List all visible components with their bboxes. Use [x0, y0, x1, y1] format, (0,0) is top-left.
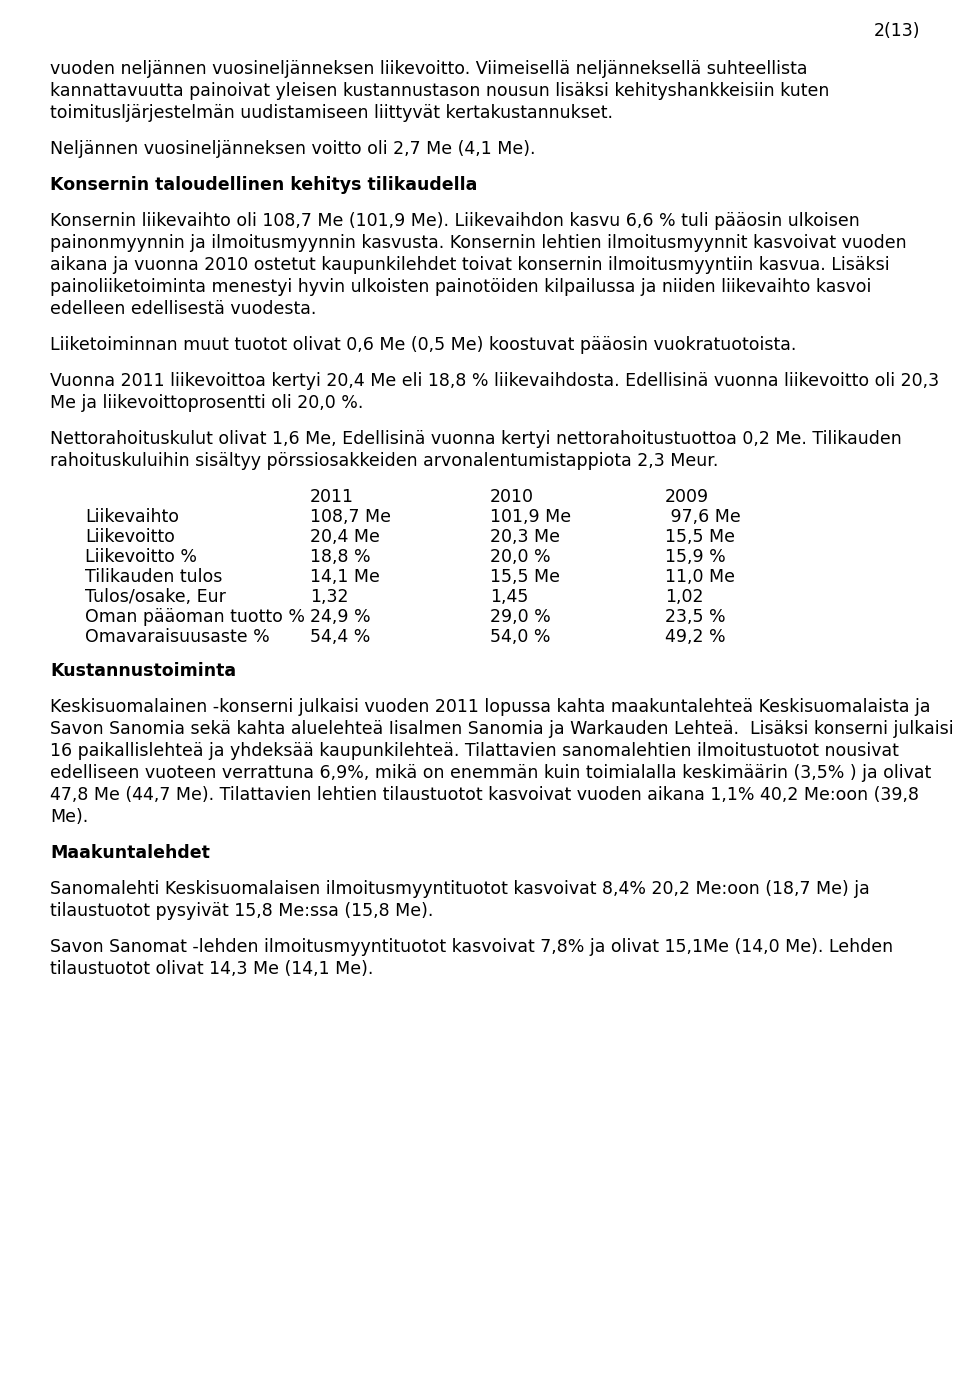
Text: 1,45: 1,45: [490, 588, 528, 606]
Text: Omavaraisuusaste %: Omavaraisuusaste %: [85, 628, 270, 646]
Text: Liikevoitto: Liikevoitto: [85, 527, 175, 547]
Text: 15,9 %: 15,9 %: [665, 548, 726, 566]
Text: 54,0 %: 54,0 %: [490, 628, 550, 646]
Text: painonmyynnin ja ilmoitusmyynnin kasvusta. Konsernin lehtien ilmoitusmyynnit kas: painonmyynnin ja ilmoitusmyynnin kasvust…: [50, 234, 906, 252]
Text: Savon Sanomat -lehden ilmoitusmyyntituotot kasvoivat 7,8% ja olivat 15,1Me (14,0: Savon Sanomat -lehden ilmoitusmyyntituot…: [50, 938, 893, 956]
Text: Liikevoitto %: Liikevoitto %: [85, 548, 197, 566]
Text: vuoden neljännen vuosineljänneksen liikevoitto. Viimeisellä neljänneksellä suhte: vuoden neljännen vuosineljänneksen liike…: [50, 61, 807, 78]
Text: 11,0 Me: 11,0 Me: [665, 567, 735, 587]
Text: Liikevaihto: Liikevaihto: [85, 508, 179, 526]
Text: Nettorahoituskulut olivat 1,6 Me, Edellisinä vuonna kertyi nettorahoitustuottoa : Nettorahoituskulut olivat 1,6 Me, Edelli…: [50, 430, 901, 448]
Text: 97,6 Me: 97,6 Me: [665, 508, 741, 526]
Text: Me).: Me).: [50, 808, 88, 826]
Text: Tilikauden tulos: Tilikauden tulos: [85, 567, 223, 587]
Text: 2011: 2011: [310, 487, 354, 505]
Text: 54,4 %: 54,4 %: [310, 628, 371, 646]
Text: 15,5 Me: 15,5 Me: [665, 527, 735, 547]
Text: 23,5 %: 23,5 %: [665, 609, 726, 627]
Text: Sanomalehti Keskisuomalaisen ilmoitusmyyntituotot kasvoivat 8,4% 20,2 Me:oon (18: Sanomalehti Keskisuomalaisen ilmoitusmyy…: [50, 880, 870, 898]
Text: tilaustuotot pysyivät 15,8 Me:ssa (15,8 Me).: tilaustuotot pysyivät 15,8 Me:ssa (15,8 …: [50, 902, 433, 920]
Text: 101,9 Me: 101,9 Me: [490, 508, 571, 526]
Text: painoliiketoiminta menestyi hyvin ulkoisten painotöiden kilpailussa ja niiden li: painoliiketoiminta menestyi hyvin ulkois…: [50, 278, 872, 296]
Text: edelleen edellisestä vuodesta.: edelleen edellisestä vuodesta.: [50, 300, 317, 318]
Text: 2009: 2009: [665, 487, 709, 505]
Text: Me ja liikevoittoprosentti oli 20,0 %.: Me ja liikevoittoprosentti oli 20,0 %.: [50, 394, 364, 412]
Text: 20,4 Me: 20,4 Me: [310, 527, 380, 547]
Text: edelliseen vuoteen verrattuna 6,9%, mikä on enemmän kuin toimialalla keskimäärin: edelliseen vuoteen verrattuna 6,9%, mikä…: [50, 764, 931, 782]
Text: 15,5 Me: 15,5 Me: [490, 567, 560, 587]
Text: 14,1 Me: 14,1 Me: [310, 567, 380, 587]
Text: rahoituskuluihin sisältyy pörssiosakkeiden arvonalentumistappiota 2,3 Meur.: rahoituskuluihin sisältyy pörssiosakkeid…: [50, 452, 718, 470]
Text: Konsernin liikevaihto oli 108,7 Me (101,9 Me). Liikevaihdon kasvu 6,6 % tuli pää: Konsernin liikevaihto oli 108,7 Me (101,…: [50, 212, 860, 230]
Text: Kustannustoiminta: Kustannustoiminta: [50, 662, 236, 680]
Text: 2010: 2010: [490, 487, 534, 505]
Text: 49,2 %: 49,2 %: [665, 628, 726, 646]
Text: 20,3 Me: 20,3 Me: [490, 527, 560, 547]
Text: 18,8 %: 18,8 %: [310, 548, 371, 566]
Text: Liiketoiminnan muut tuotot olivat 0,6 Me (0,5 Me) koostuvat pääosin vuokratuotoi: Liiketoiminnan muut tuotot olivat 0,6 Me…: [50, 336, 797, 354]
Text: 29,0 %: 29,0 %: [490, 609, 551, 627]
Text: 24,9 %: 24,9 %: [310, 609, 371, 627]
Text: 1,32: 1,32: [310, 588, 348, 606]
Text: kannattavuutta painoivat yleisen kustannustason nousun lisäksi kehityshankkeisii: kannattavuutta painoivat yleisen kustann…: [50, 83, 829, 101]
Text: Oman pääoman tuotto %: Oman pääoman tuotto %: [85, 609, 305, 627]
Text: 20,0 %: 20,0 %: [490, 548, 551, 566]
Text: Tulos/osake, Eur: Tulos/osake, Eur: [85, 588, 226, 606]
Text: Maakuntalehdet: Maakuntalehdet: [50, 844, 210, 862]
Text: 2(13): 2(13): [874, 22, 920, 40]
Text: 16 paikallislehteä ja yhdeksää kaupunkilehteä. Tilattavien sanomalehtien ilmoitu: 16 paikallislehteä ja yhdeksää kaupunkil…: [50, 742, 899, 760]
Text: Vuonna 2011 liikevoittoa kertyi 20,4 Me eli 18,8 % liikevaihdosta. Edellisinä vu: Vuonna 2011 liikevoittoa kertyi 20,4 Me …: [50, 372, 939, 390]
Text: tilaustuotot olivat 14,3 Me (14,1 Me).: tilaustuotot olivat 14,3 Me (14,1 Me).: [50, 960, 373, 978]
Text: aikana ja vuonna 2010 ostetut kaupunkilehdet toivat konsernin ilmoitusmyyntiin k: aikana ja vuonna 2010 ostetut kaupunkile…: [50, 256, 890, 274]
Text: Keskisuomalainen -konserni julkaisi vuoden 2011 lopussa kahta maakuntalehteä Kes: Keskisuomalainen -konserni julkaisi vuod…: [50, 698, 930, 716]
Text: 47,8 Me (44,7 Me). Tilattavien lehtien tilaustuotot kasvoivat vuoden aikana 1,1%: 47,8 Me (44,7 Me). Tilattavien lehtien t…: [50, 786, 919, 804]
Text: 1,02: 1,02: [665, 588, 704, 606]
Text: Savon Sanomia sekä kahta aluelehteä Iisalmen Sanomia ja Warkauden Lehteä.  Lisäk: Savon Sanomia sekä kahta aluelehteä Iisa…: [50, 720, 953, 738]
Text: Neljännen vuosineljänneksen voitto oli 2,7 Me (4,1 Me).: Neljännen vuosineljänneksen voitto oli 2…: [50, 140, 536, 158]
Text: toimitusljärjestelmän uudistamiseen liittyvät kertakustannukset.: toimitusljärjestelmän uudistamiseen liit…: [50, 105, 613, 123]
Text: Konsernin taloudellinen kehitys tilikaudella: Konsernin taloudellinen kehitys tilikaud…: [50, 176, 477, 194]
Text: 108,7 Me: 108,7 Me: [310, 508, 391, 526]
